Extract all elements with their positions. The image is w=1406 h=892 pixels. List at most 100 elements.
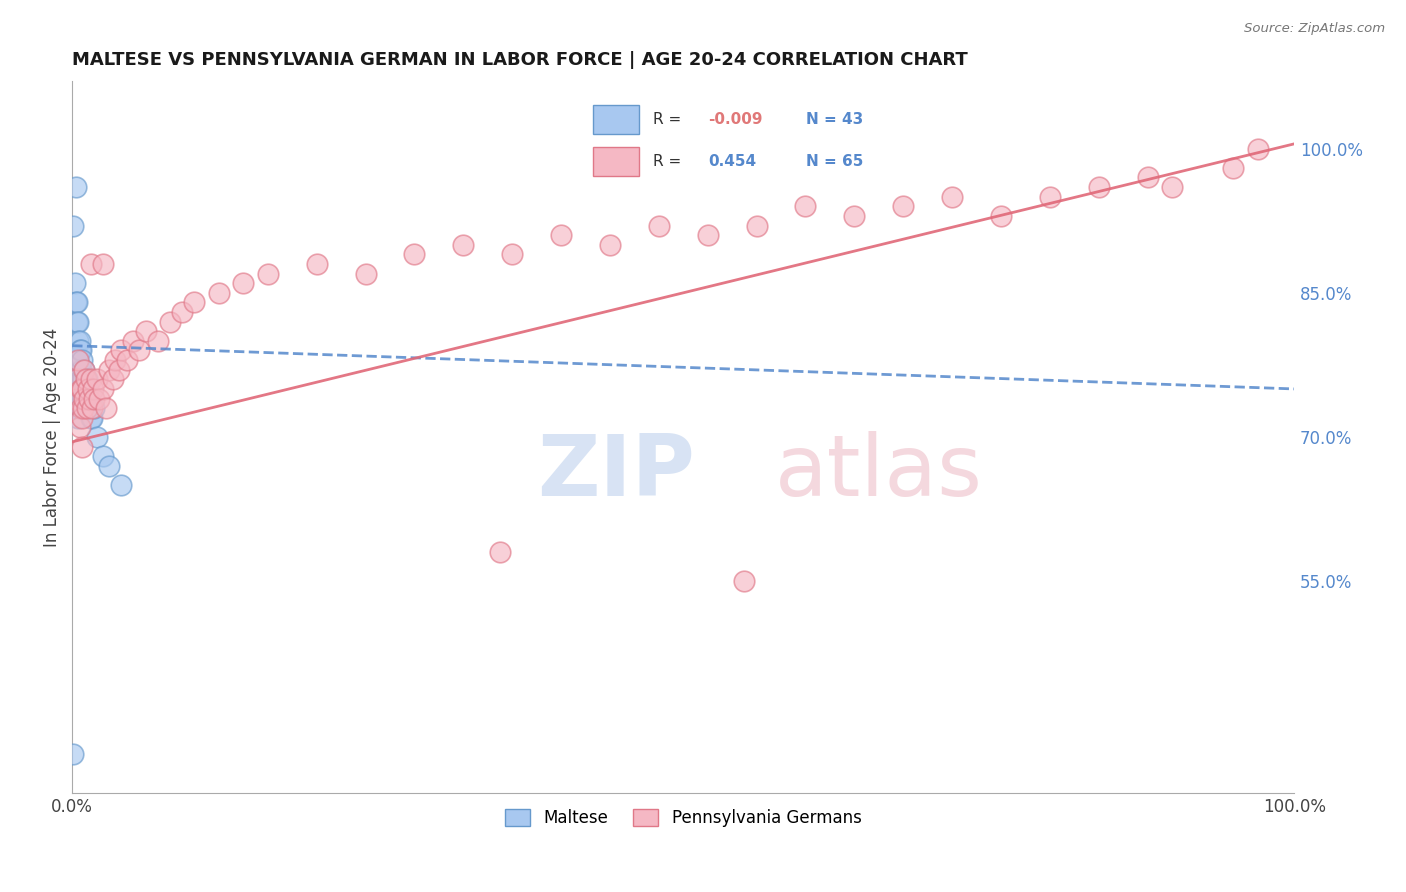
Point: [96, 401, 118, 416]
Point: [69, 401, 91, 416]
Point: [72, 392, 94, 406]
Point: [66, 315, 89, 329]
Point: [65, 392, 87, 406]
Point: [63, 276, 86, 290]
Point: [67, 353, 90, 368]
Y-axis label: In Labor Force | Age 20-24: In Labor Force | Age 20-24: [44, 327, 60, 547]
Point: [67, 410, 90, 425]
Point: [86, 372, 108, 386]
Point: [256, 267, 278, 281]
Point: [745, 219, 768, 233]
Point: [1136, 170, 1159, 185]
Point: [69, 343, 91, 358]
Point: [83, 401, 105, 416]
Point: [80, 401, 103, 416]
Point: [73, 362, 96, 376]
Point: [648, 219, 671, 233]
Point: [83, 392, 105, 406]
Point: [63, 372, 86, 386]
Point: [75, 372, 97, 386]
Point: [70, 392, 93, 406]
Point: [86, 430, 108, 444]
Point: [79, 410, 101, 425]
Point: [62, 747, 84, 762]
Point: [305, 257, 328, 271]
Point: [72, 401, 94, 416]
Point: [1246, 142, 1268, 156]
Point: [76, 372, 98, 386]
Point: [80, 410, 103, 425]
Point: [696, 228, 718, 243]
Point: [110, 343, 132, 358]
Point: [73, 392, 96, 406]
Point: [1088, 180, 1111, 194]
Text: ZIP: ZIP: [537, 431, 695, 514]
Point: [72, 372, 94, 386]
Point: [62, 219, 84, 233]
Point: [67, 315, 90, 329]
Point: [354, 267, 377, 281]
Text: atlas: atlas: [775, 431, 983, 514]
Point: [115, 353, 138, 368]
Point: [67, 334, 90, 348]
Point: [489, 545, 512, 559]
Point: [135, 324, 157, 338]
Point: [69, 401, 91, 416]
Point: [97, 362, 120, 376]
Point: [79, 392, 101, 406]
Point: [70, 440, 93, 454]
Point: [73, 362, 96, 376]
Point: [76, 401, 98, 416]
Text: Source: ZipAtlas.com: Source: ZipAtlas.com: [1244, 22, 1385, 36]
Point: [82, 382, 104, 396]
Point: [404, 247, 426, 261]
Point: [79, 257, 101, 271]
Point: [77, 382, 100, 396]
Point: [87, 392, 110, 406]
Point: [69, 362, 91, 376]
Point: [69, 372, 91, 386]
Point: [65, 180, 87, 194]
Point: [844, 209, 866, 223]
Point: [1039, 190, 1062, 204]
Point: [1222, 161, 1244, 175]
Point: [75, 382, 97, 396]
Point: [232, 276, 254, 290]
Point: [110, 478, 132, 492]
Point: [172, 305, 194, 319]
Point: [65, 295, 87, 310]
Text: MALTESE VS PENNSYLVANIA GERMAN IN LABOR FORCE | AGE 20-24 CORRELATION CHART: MALTESE VS PENNSYLVANIA GERMAN IN LABOR …: [72, 51, 967, 69]
Point: [794, 199, 817, 213]
Point: [159, 315, 181, 329]
Point: [122, 334, 145, 348]
Point: [501, 247, 523, 261]
Point: [66, 392, 89, 406]
Point: [69, 382, 91, 396]
Point: [91, 257, 114, 271]
Point: [79, 401, 101, 416]
Point: [891, 199, 914, 213]
Point: [67, 372, 90, 386]
Legend: Maltese, Pennsylvania Germans: Maltese, Pennsylvania Germans: [498, 803, 868, 834]
Point: [733, 574, 755, 589]
Point: [146, 334, 169, 348]
Point: [72, 401, 94, 416]
Point: [101, 372, 124, 386]
Point: [97, 458, 120, 473]
Point: [69, 420, 91, 434]
Point: [69, 392, 91, 406]
Point: [91, 382, 114, 396]
Point: [77, 392, 100, 406]
Point: [941, 190, 963, 204]
Point: [70, 372, 93, 386]
Point: [104, 353, 127, 368]
Point: [453, 237, 475, 252]
Point: [70, 382, 93, 396]
Point: [79, 372, 101, 386]
Point: [183, 295, 205, 310]
Point: [69, 372, 91, 386]
Point: [550, 228, 572, 243]
Point: [128, 343, 150, 358]
Point: [91, 449, 114, 463]
Point: [66, 353, 89, 368]
